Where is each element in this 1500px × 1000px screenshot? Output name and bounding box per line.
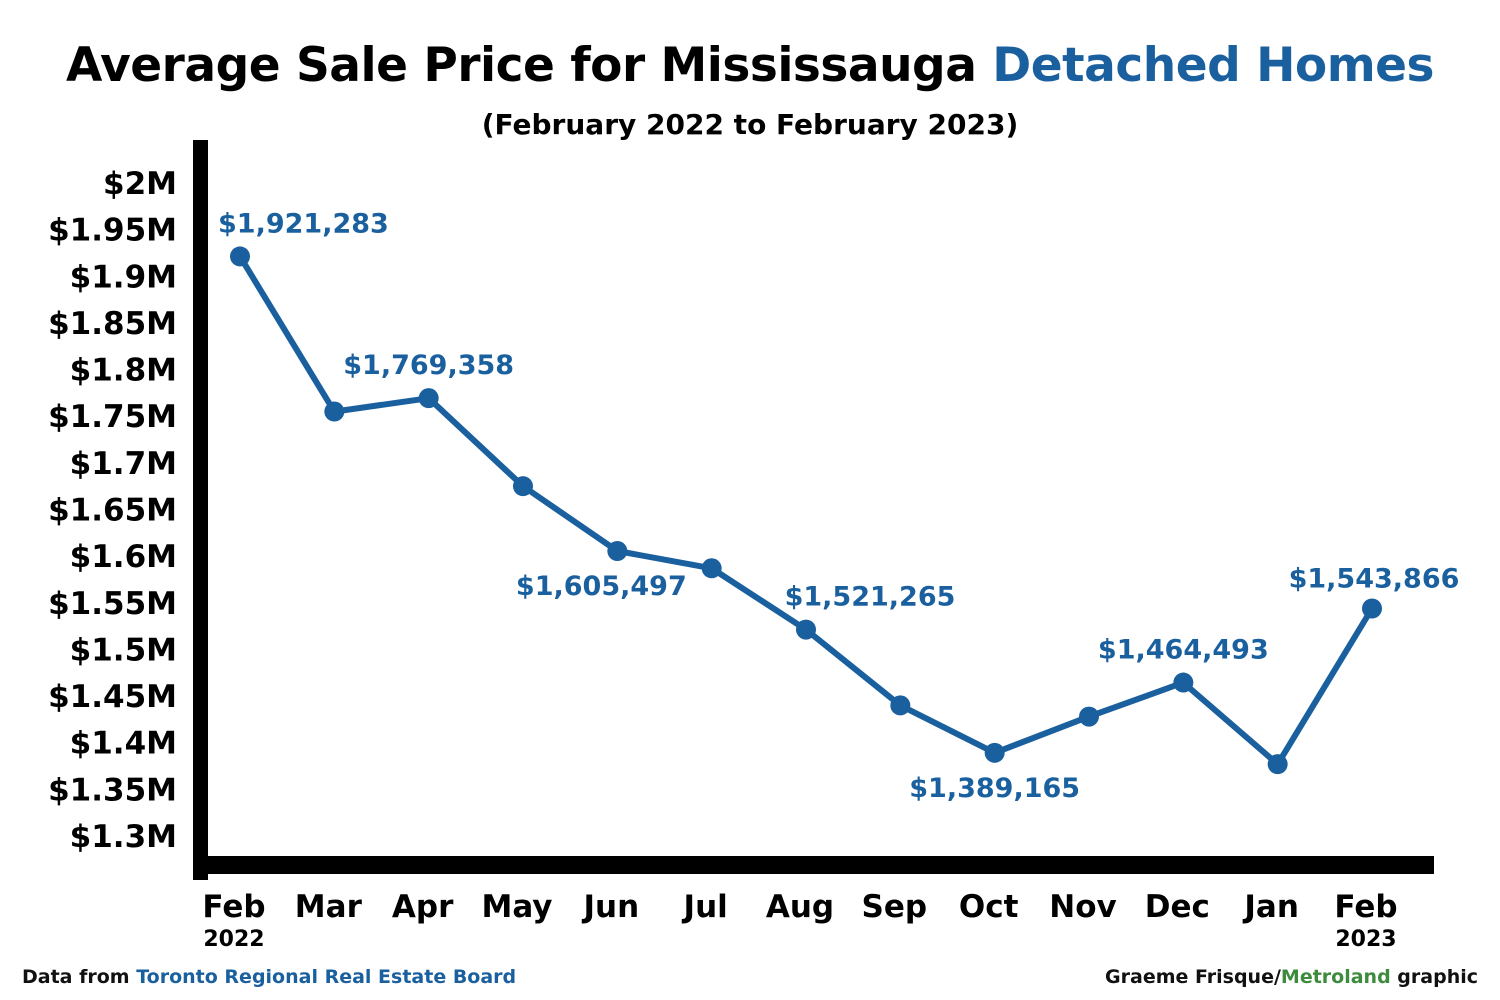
- x-tick-label: Mar: [295, 889, 363, 925]
- data-label: $1,389,165: [909, 773, 1080, 804]
- chart-title-main: Average Sale Price for Mississauga: [65, 38, 977, 93]
- x-tick-label: Jan: [1242, 889, 1299, 925]
- y-tick-label: $1.4M: [70, 726, 177, 762]
- source-prefix: Data from: [22, 966, 130, 988]
- series-points: [230, 246, 1382, 775]
- y-tick-label: $1.8M: [70, 353, 177, 389]
- credit-author: Graeme Frisque/: [1105, 966, 1281, 988]
- data-point: [1362, 598, 1382, 619]
- x-tick-label: Aug: [766, 889, 834, 925]
- data-point: [418, 388, 439, 409]
- data-point: [607, 541, 628, 562]
- y-tick-label: $1.55M: [48, 586, 177, 622]
- source-name: Toronto Regional Real Estate Board: [136, 966, 517, 988]
- graphic-credit: Graeme Frisque/Metroland graphic: [1105, 966, 1478, 988]
- y-tick-label: $1.75M: [48, 399, 177, 435]
- data-label: $1,464,493: [1098, 635, 1269, 666]
- chart-title: Average Sale Price for Mississauga Detac…: [0, 38, 1500, 93]
- credit-suffix: graphic: [1390, 966, 1478, 988]
- data-point: [796, 619, 816, 640]
- data-label: $1,543,866: [1289, 564, 1460, 595]
- series-polyline: [237, 253, 1375, 768]
- x-tick-label: Jun: [581, 889, 639, 925]
- data-source-note: Data from Toronto Regional Real Estate B…: [22, 966, 516, 988]
- x-tick-label: Nov: [1049, 889, 1116, 925]
- x-tick-year-label: 2023: [1335, 927, 1396, 952]
- x-axis-line: [193, 856, 1434, 874]
- x-tick-label: Sep: [862, 889, 928, 925]
- chart-subtitle: (February 2022 to February 2023): [481, 108, 1019, 141]
- y-axis-tick-labels: $2M $1.95M $1.9M $1.85M $1.8M $1.75M $1.7M $1.6…: [48, 166, 177, 855]
- data-label: $1,921,283: [218, 208, 389, 239]
- data-point: [890, 695, 911, 716]
- y-tick-label: $1.3M: [70, 819, 177, 855]
- y-tick-label: $1.6M: [70, 539, 177, 575]
- data-point: [324, 401, 345, 422]
- x-tick-label: Apr: [392, 889, 454, 925]
- y-tick-label: $1.65M: [48, 493, 177, 529]
- y-tick-label: $2M: [103, 166, 177, 202]
- x-tick-label: Jul: [682, 889, 728, 925]
- y-tick-label: $1.85M: [48, 306, 177, 342]
- data-label: $1,521,265: [785, 582, 956, 613]
- x-tick-label: Feb: [1334, 889, 1397, 925]
- data-point: [230, 246, 250, 267]
- data-point: [1079, 706, 1099, 727]
- x-tick-label: May: [481, 889, 552, 925]
- data-labels: $1,921,283 $1,769,358 $1,605,497 $1,521,265…: [218, 208, 1459, 803]
- y-tick-label: $1.95M: [48, 213, 177, 249]
- x-tick-label: Feb: [202, 889, 265, 925]
- y-tick-label: $1.35M: [48, 772, 177, 808]
- data-point: [1173, 672, 1194, 693]
- data-label: $1,605,497: [516, 571, 687, 602]
- data-point: [984, 742, 1005, 763]
- y-tick-label: $1.5M: [70, 632, 177, 668]
- x-tick-label: Dec: [1145, 889, 1210, 925]
- chart-title-accent: Detached Homes: [992, 38, 1435, 93]
- x-tick-year-label: 2022: [203, 927, 264, 952]
- data-point: [513, 476, 533, 497]
- x-tick-label: Oct: [959, 889, 1019, 925]
- credit-brand: Metroland: [1280, 966, 1391, 988]
- data-point: [701, 558, 722, 579]
- y-tick-label: $1.7M: [70, 446, 177, 482]
- y-tick-label: $1.9M: [70, 259, 177, 295]
- data-label: $1,769,358: [343, 350, 514, 381]
- y-tick-label: $1.45M: [48, 679, 177, 715]
- series-line: [237, 253, 1375, 768]
- y-axis-line: [193, 140, 208, 880]
- data-point: [1267, 754, 1288, 775]
